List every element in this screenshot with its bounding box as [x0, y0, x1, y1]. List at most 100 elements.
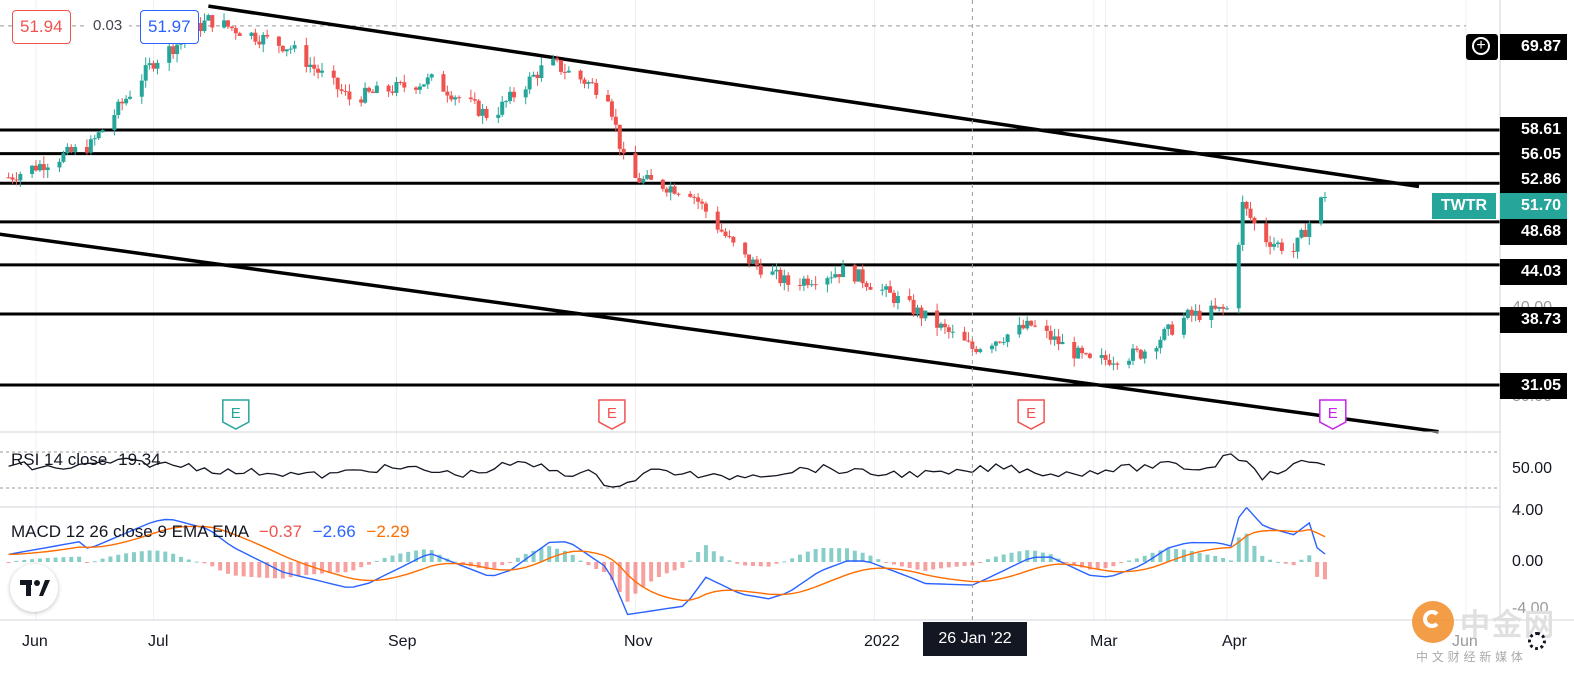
- macd-histogram-bar: [1236, 537, 1241, 562]
- candle-body: [1322, 197, 1327, 199]
- candle-body: [511, 91, 516, 98]
- tradingview-logo-icon[interactable]: [10, 564, 58, 612]
- level-price-label: 31.05: [1500, 373, 1567, 399]
- macd-histogram-bar: [578, 560, 583, 562]
- candle-body: [633, 153, 638, 178]
- macd-legend[interactable]: MACD 12 26 close 9 EMA EMA −0.37 −2.66 −…: [11, 522, 409, 542]
- macd-histogram-bar: [100, 558, 105, 562]
- candle-body: [1127, 360, 1132, 365]
- candle-body: [1029, 320, 1034, 326]
- macd-histogram-bar: [500, 562, 505, 566]
- candle-body: [868, 287, 873, 290]
- candle-body: [304, 45, 309, 67]
- candle-body: [1264, 223, 1269, 243]
- macd-histogram-value: −0.37: [258, 522, 302, 541]
- macd-histogram-bar: [1315, 562, 1320, 577]
- earnings-marker-label: E: [1026, 405, 1036, 422]
- candle-body: [155, 62, 160, 69]
- candle-body: [414, 87, 419, 90]
- candle-body: [997, 341, 1002, 343]
- candle-body: [210, 15, 215, 28]
- candle-body: [139, 80, 144, 97]
- candle-body: [1044, 325, 1049, 331]
- macd-histogram-bar: [492, 562, 497, 569]
- candle-body: [472, 99, 477, 101]
- ticker-badge[interactable]: TWTR: [1432, 193, 1496, 219]
- macd-histogram-bar: [1009, 552, 1014, 562]
- macd-histogram-bar: [147, 550, 152, 562]
- candle-body: [229, 26, 234, 29]
- macd-histogram-bar: [672, 562, 677, 571]
- candle-body: [672, 186, 677, 194]
- macd-histogram-bar: [414, 550, 419, 562]
- macd-histogram-bar: [892, 562, 896, 565]
- candle-body: [449, 95, 454, 100]
- macd-histogram-bar: [570, 554, 575, 562]
- macd-histogram-bar: [1213, 555, 1218, 562]
- macd-histogram-bar: [155, 550, 160, 562]
- candle-body: [124, 98, 129, 104]
- crosshair-add-button[interactable]: +: [1466, 34, 1498, 60]
- candle-body: [417, 86, 422, 90]
- macd-histogram-bar: [367, 562, 372, 565]
- tv-mark-icon: [20, 580, 50, 596]
- candle-body: [637, 177, 642, 183]
- chart-grid: [35, 0, 1467, 620]
- macd-histogram-bar: [1103, 562, 1108, 569]
- candle-body: [10, 177, 15, 180]
- macd-histogram-bar: [899, 562, 904, 567]
- candle-body: [1272, 244, 1277, 247]
- candle-body: [331, 70, 336, 78]
- candle-body: [1307, 223, 1312, 237]
- candle-body: [782, 275, 787, 284]
- macd-histogram-bar: [562, 550, 567, 562]
- macd-histogram-bar: [837, 548, 842, 562]
- candle-body: [594, 82, 599, 95]
- candle-body: [280, 45, 285, 52]
- candle-body: [892, 292, 896, 304]
- macd-histogram-bar: [468, 562, 473, 567]
- macd-histogram-bar: [116, 554, 121, 562]
- rsi-line: [8, 453, 1326, 488]
- macd-histogram-bar: [178, 556, 183, 562]
- macd-histogram-bar: [288, 562, 293, 578]
- macd-panel: [6, 506, 1327, 616]
- macd-histogram-bar: [923, 562, 928, 571]
- candle-body: [609, 101, 614, 117]
- macd-histogram-bar: [688, 560, 693, 562]
- level-price-label: 58.61: [1500, 117, 1567, 143]
- settings-gear-icon[interactable]: [1528, 632, 1546, 650]
- macd-histogram-bar: [37, 558, 42, 562]
- macd-axis-label: 4.00: [1512, 502, 1544, 519]
- candle-body: [754, 259, 759, 266]
- macd-signal-line: [8, 525, 1326, 602]
- macd-histogram-bar: [139, 551, 144, 562]
- candle-body: [837, 274, 842, 278]
- macd-histogram-bar: [523, 553, 528, 562]
- macd-histogram-bar: [280, 562, 285, 579]
- earnings-marker: [222, 399, 250, 430]
- horizontal-levels: [0, 25, 1500, 387]
- macd-histogram-bar: [124, 553, 129, 562]
- macd-histogram-bar: [790, 558, 795, 562]
- candle-body: [1221, 306, 1226, 309]
- candle-body: [457, 97, 462, 99]
- candle-body: [805, 278, 810, 286]
- bid-price-box[interactable]: 51.94: [12, 10, 71, 44]
- macd-histogram-bar: [1166, 548, 1171, 562]
- candle-body: [747, 254, 752, 264]
- ask-price-box[interactable]: 51.97: [140, 10, 199, 44]
- macd-histogram-bar: [272, 562, 277, 579]
- candle-body: [500, 101, 505, 115]
- candlestick-series: [6, 13, 1327, 371]
- candle-body: [797, 284, 802, 286]
- time-axis-label: Jul: [148, 633, 169, 650]
- macd-histogram-bar: [515, 557, 520, 562]
- candle-body: [120, 101, 125, 104]
- rsi-legend[interactable]: RSI 14 close 19.34: [11, 450, 161, 470]
- candle-body: [18, 173, 23, 181]
- earnings-marker-label: E: [231, 405, 241, 422]
- time-axis-label: Nov: [624, 633, 653, 650]
